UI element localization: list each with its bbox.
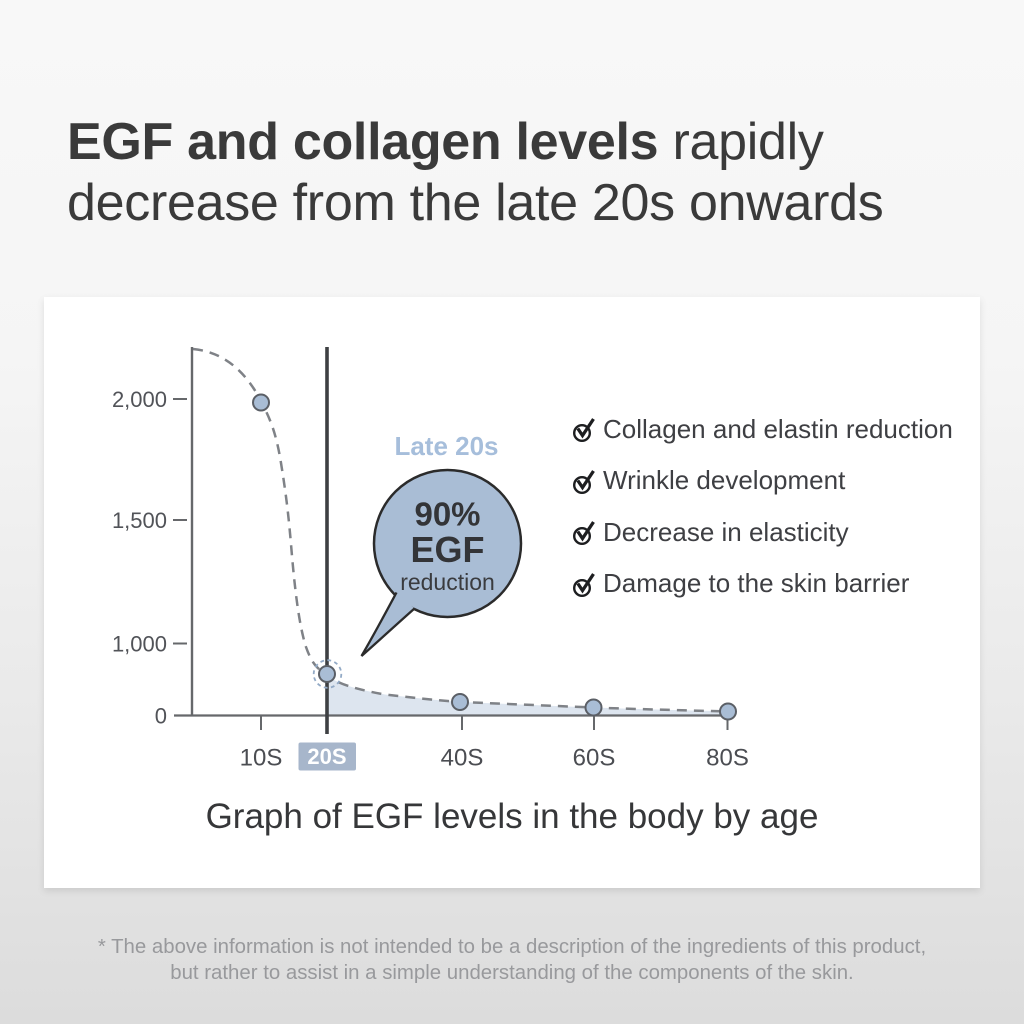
- svg-text:40S: 40S: [441, 745, 484, 772]
- svg-text:10S: 10S: [240, 745, 283, 772]
- svg-text:1,500: 1,500: [112, 508, 167, 533]
- svg-text:Late 20s: Late 20s: [394, 431, 498, 461]
- svg-text:2,000: 2,000: [112, 387, 167, 412]
- svg-text:EGF: EGF: [410, 529, 484, 570]
- svg-text:1,000: 1,000: [112, 632, 167, 657]
- svg-text:90%: 90%: [414, 496, 480, 533]
- svg-text:80S: 80S: [706, 745, 749, 772]
- svg-text:0: 0: [155, 704, 167, 729]
- svg-text:reduction: reduction: [400, 569, 495, 595]
- svg-text:60S: 60S: [573, 745, 616, 772]
- svg-text:20S: 20S: [307, 744, 346, 769]
